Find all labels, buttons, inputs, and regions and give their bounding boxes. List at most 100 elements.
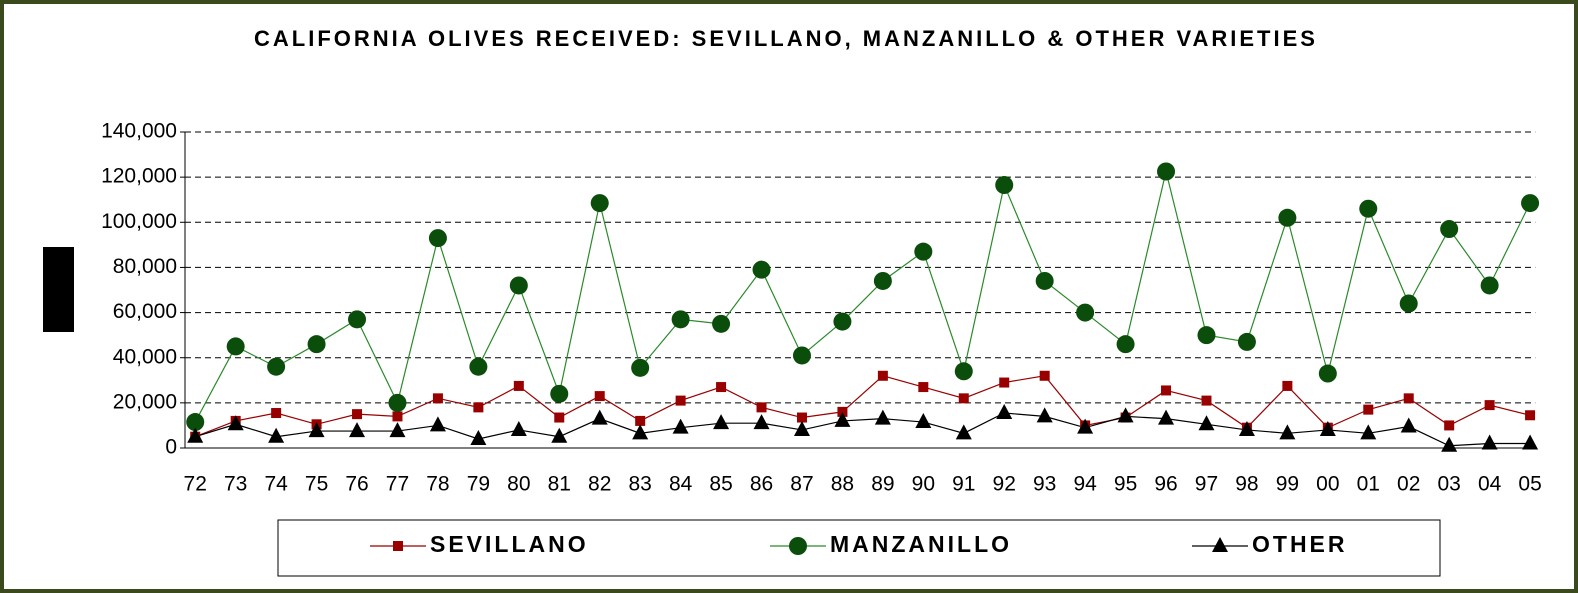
y-tick-label: 40,000 <box>113 345 177 368</box>
data-point <box>428 229 447 248</box>
data-point <box>307 335 326 354</box>
data-point <box>1363 404 1374 415</box>
x-tick-label: 80 <box>507 473 530 496</box>
data-point <box>1484 400 1495 411</box>
data-point <box>267 357 286 376</box>
legend-label: MANZANILLO <box>830 531 1012 557</box>
chart-background <box>4 4 1574 589</box>
data-point <box>1400 417 1417 433</box>
data-point <box>1278 208 1297 227</box>
data-point <box>1077 418 1094 434</box>
data-point <box>1521 194 1540 213</box>
data-point <box>796 412 807 423</box>
data-point <box>469 357 488 376</box>
y-tick-label: 0 <box>165 436 177 459</box>
x-tick-label: 76 <box>345 473 368 496</box>
data-point <box>1359 199 1378 218</box>
data-point <box>1238 420 1255 436</box>
x-tick-label: 82 <box>588 473 611 496</box>
x-tick-label: 94 <box>1073 473 1097 496</box>
x-tick-label: 84 <box>669 473 693 496</box>
data-point <box>753 414 770 430</box>
x-tick-label: 78 <box>426 473 449 496</box>
data-point <box>226 337 245 356</box>
data-point <box>1399 294 1418 313</box>
data-point <box>833 312 852 331</box>
data-point <box>473 402 484 413</box>
data-point <box>186 413 205 432</box>
x-tick-label: 79 <box>467 473 490 496</box>
x-tick-label: 03 <box>1437 473 1460 496</box>
legend-marker <box>1212 537 1228 552</box>
x-tick-label: 88 <box>831 473 854 496</box>
y-tick-label: 140,000 <box>101 120 177 143</box>
legend-marker <box>789 537 807 555</box>
data-point <box>837 406 848 417</box>
data-point <box>388 393 407 412</box>
data-point <box>509 276 528 295</box>
x-tick-label: 02 <box>1397 473 1420 496</box>
data-point <box>712 314 731 333</box>
data-point <box>1076 303 1095 322</box>
data-point <box>1480 276 1499 295</box>
data-point <box>550 384 569 403</box>
data-point <box>1036 407 1053 423</box>
series-line <box>195 375 1531 438</box>
data-point <box>914 242 933 261</box>
data-point <box>389 422 406 438</box>
data-point <box>1117 407 1134 423</box>
data-point <box>995 176 1014 195</box>
data-point <box>392 411 403 422</box>
data-point <box>1444 420 1455 431</box>
x-tick-label: 86 <box>750 473 773 496</box>
x-tick-label: 75 <box>305 473 328 496</box>
data-point <box>187 427 204 443</box>
data-point <box>1279 424 1296 440</box>
data-point <box>1440 220 1459 239</box>
data-point <box>227 415 244 431</box>
data-point <box>1525 410 1536 421</box>
data-point <box>268 427 285 443</box>
x-tick-label: 05 <box>1518 473 1541 496</box>
data-point <box>632 424 649 440</box>
y-tick-label: 120,000 <box>101 165 177 188</box>
data-point <box>1198 415 1215 431</box>
data-point <box>713 414 730 430</box>
data-point <box>635 415 646 426</box>
x-tick-label: 73 <box>224 473 247 496</box>
x-tick-label: 92 <box>993 473 1016 496</box>
x-tick-label: 99 <box>1276 473 1299 496</box>
legend-label: OTHER <box>1252 531 1348 557</box>
data-point <box>793 420 810 436</box>
x-tick-label: 87 <box>790 473 813 496</box>
data-point <box>308 422 325 438</box>
data-point <box>432 393 443 404</box>
data-point <box>551 427 568 443</box>
x-tick-label: 93 <box>1033 473 1056 496</box>
data-point <box>954 362 973 381</box>
data-point <box>1441 436 1458 452</box>
data-point <box>590 194 609 213</box>
data-point <box>1403 393 1414 404</box>
legend-marker <box>393 541 403 551</box>
x-tick-label: 81 <box>548 473 571 496</box>
data-point <box>1282 380 1293 391</box>
data-point <box>470 429 487 445</box>
data-point <box>1319 420 1336 436</box>
data-point <box>594 391 605 402</box>
y-tick-label: 80,000 <box>113 255 177 278</box>
data-point <box>591 409 608 425</box>
data-point <box>996 404 1013 420</box>
y-tick-label: 60,000 <box>113 300 177 323</box>
data-point <box>999 377 1010 388</box>
chart-title: CALIFORNIA OLIVES RECEIVED: SEVILLANO, M… <box>254 26 1318 51</box>
data-point <box>349 422 366 438</box>
data-point <box>1116 335 1135 354</box>
data-point <box>955 424 972 440</box>
data-point <box>873 271 892 290</box>
x-tick-label: 96 <box>1154 473 1177 496</box>
x-tick-label: 74 <box>264 473 288 496</box>
data-point <box>918 382 929 393</box>
data-point <box>1201 395 1212 406</box>
